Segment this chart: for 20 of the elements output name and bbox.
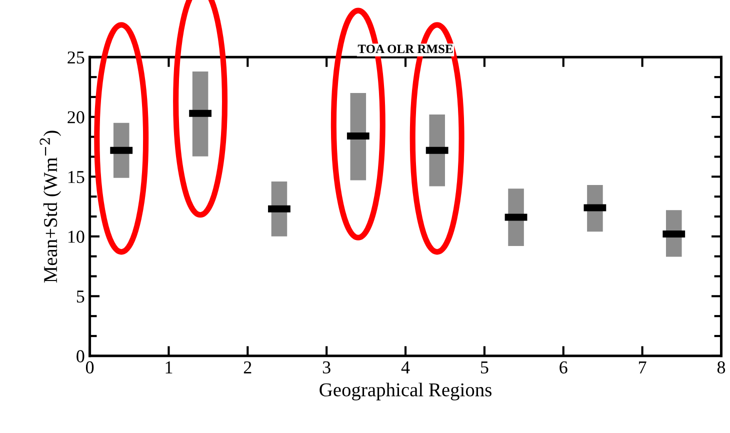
chart-title: TOA OLR RMSE	[358, 44, 453, 54]
x-tick-label: 3	[322, 361, 330, 374]
x-tick-label: 4	[401, 361, 410, 374]
x-tick-label: 2	[244, 361, 252, 374]
y-tick-label: 15	[68, 171, 84, 184]
x-axis-title: Geographical Regions	[320, 382, 492, 400]
bar	[192, 71, 208, 156]
y-axis-title: Mean+Std (Wm$^{−2}$)	[40, 130, 62, 283]
x-tick-label: 8	[717, 361, 726, 374]
x-tick-label: 7	[638, 361, 646, 374]
x-tick-label: 1	[166, 361, 172, 374]
y-tick-label: 20	[68, 111, 84, 124]
x-tick-label: 5	[480, 361, 488, 374]
y-tick-label: 25	[68, 51, 84, 64]
y-tick-label: 10	[68, 230, 84, 243]
x-tick-label: 0	[86, 361, 94, 374]
y-tick-label: 0	[76, 350, 84, 362]
y-tick-label: 5	[76, 290, 84, 303]
x-tick-label: 6	[560, 361, 568, 374]
bar	[350, 93, 366, 180]
